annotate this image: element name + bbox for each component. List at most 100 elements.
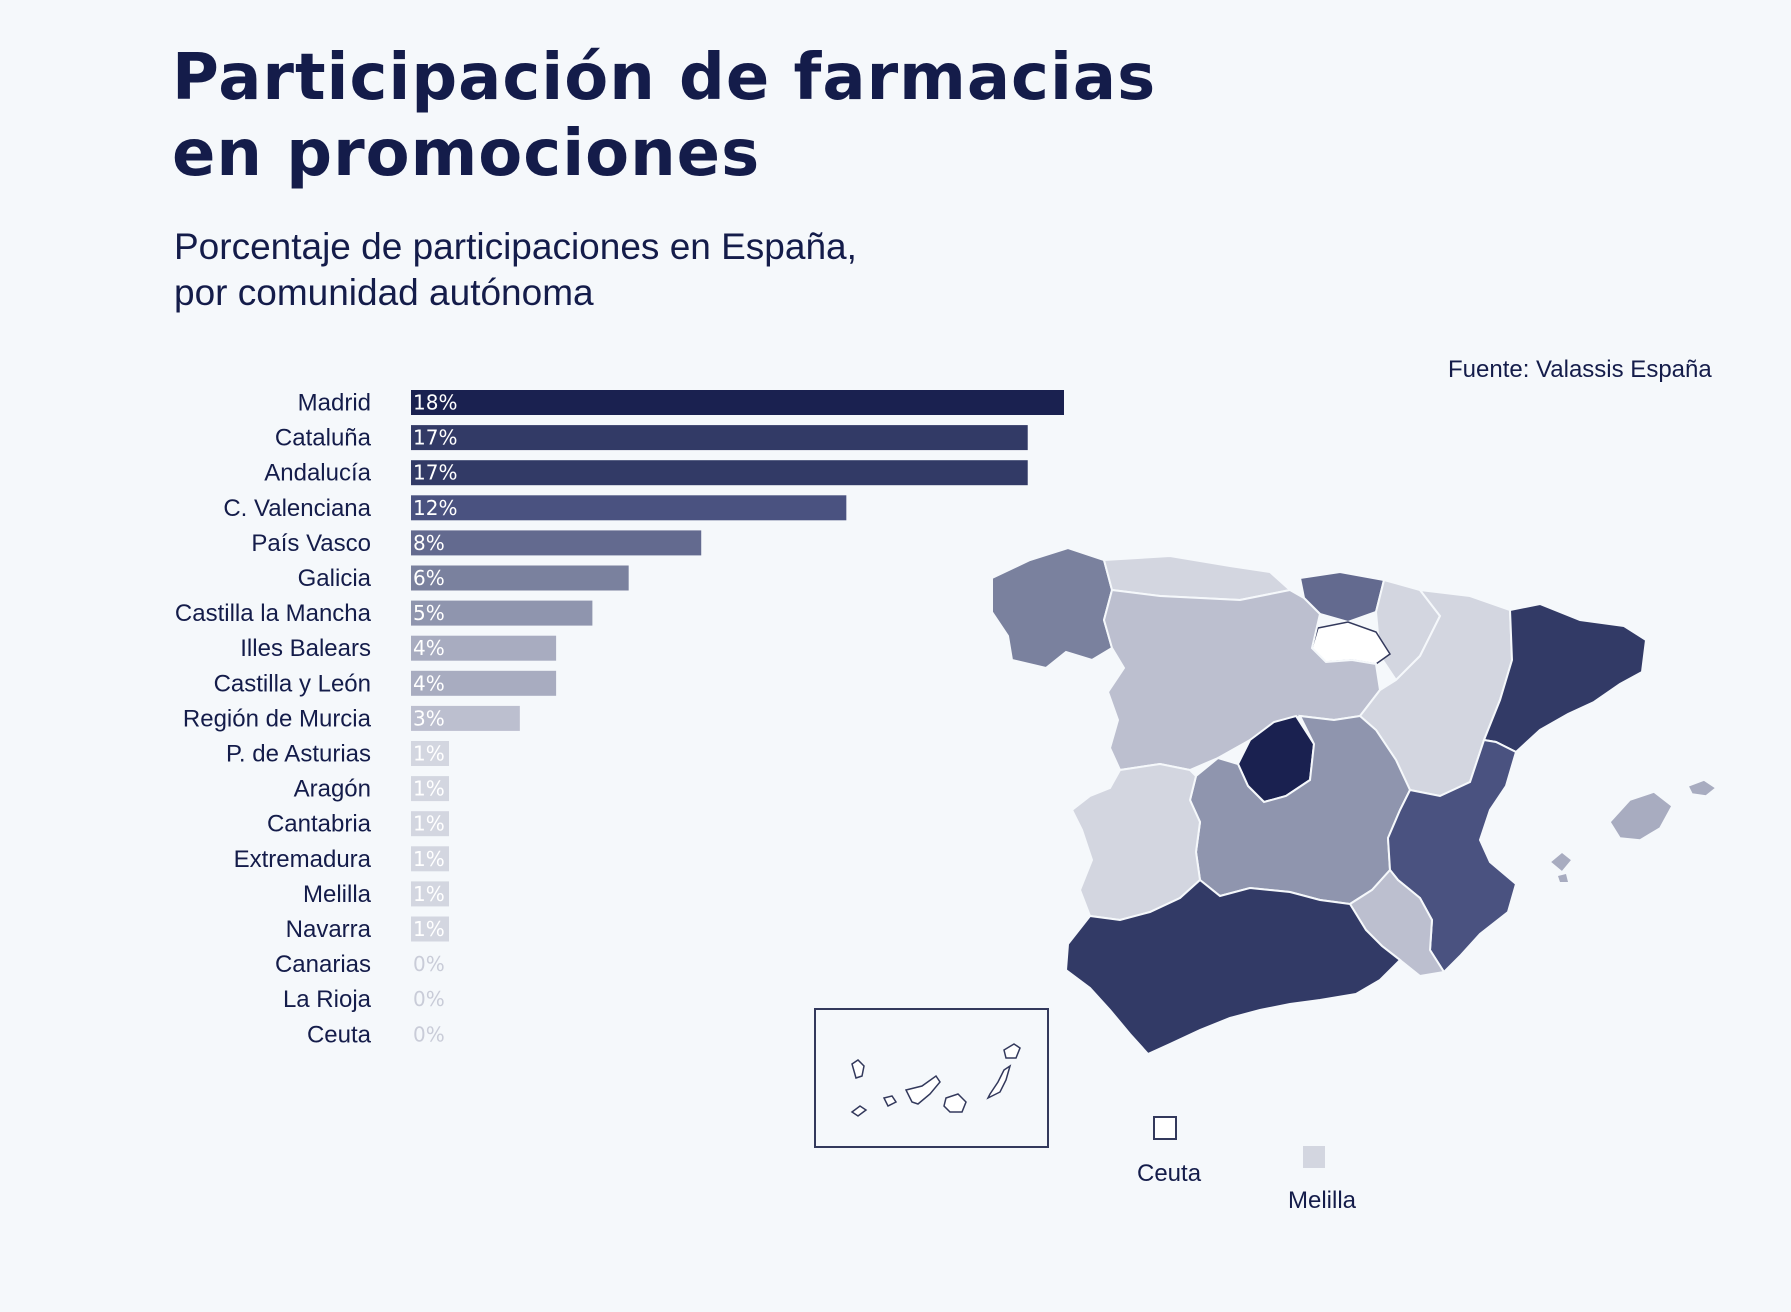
legend-melilla-swatch bbox=[1303, 1146, 1325, 1168]
bar bbox=[411, 670, 557, 696]
bar bbox=[411, 846, 449, 872]
bar-row-illes-balears: Illes Balears 4% bbox=[240, 635, 557, 662]
subtitle-line-1: Porcentaje de participaciones en España, bbox=[174, 226, 857, 267]
data-label: 1% bbox=[413, 882, 445, 906]
bar-row-ceuta: Ceuta 0% bbox=[307, 1021, 445, 1048]
source-note: Fuente: Valassis España bbox=[1448, 356, 1712, 383]
island-la-gomera bbox=[882, 1095, 898, 1108]
category-label: País Vasco bbox=[251, 530, 371, 557]
data-label: 0% bbox=[413, 1022, 445, 1046]
bar-row-cantabria: Cantabria 1% bbox=[267, 811, 449, 838]
data-label: 6% bbox=[413, 566, 445, 590]
bar bbox=[411, 600, 593, 626]
category-label: Galicia bbox=[298, 565, 372, 592]
island-gran-canaria bbox=[943, 1093, 967, 1113]
region-baleares-formentera bbox=[1558, 874, 1568, 882]
legend-ceuta-label: Ceuta bbox=[1137, 1160, 1202, 1187]
region-andalucia bbox=[1064, 878, 1402, 1056]
island-el-hierro bbox=[850, 1105, 868, 1117]
data-label: 8% bbox=[413, 531, 445, 555]
data-label: 12% bbox=[413, 496, 457, 520]
data-label: 1% bbox=[413, 847, 445, 871]
bar-row-cataluna: Cataluña 17% bbox=[275, 425, 1028, 452]
region-baleares-ibiza bbox=[1548, 851, 1574, 874]
category-label: Navarra bbox=[286, 916, 372, 943]
category-label: Andalucía bbox=[264, 460, 371, 487]
category-label: Ceuta bbox=[307, 1021, 372, 1048]
legend-melilla-label: Melilla bbox=[1288, 1187, 1357, 1214]
bar-row-castilla-la-mancha: Castilla la Mancha 5% bbox=[175, 600, 593, 627]
bar bbox=[411, 460, 1028, 486]
bar bbox=[411, 705, 520, 731]
region-valenciana bbox=[1386, 738, 1518, 974]
data-label: 5% bbox=[413, 601, 445, 625]
bar bbox=[411, 565, 629, 591]
canarias-inset-frame bbox=[814, 1008, 1049, 1148]
category-label: P. de Asturias bbox=[226, 741, 371, 768]
bar-row-madrid: Madrid 18% bbox=[298, 390, 1064, 417]
category-label: Cataluña bbox=[275, 425, 372, 452]
bar bbox=[411, 881, 449, 907]
bar-row-la-rioja: La Rioja 0% bbox=[283, 986, 445, 1013]
island-fuerteventura bbox=[986, 1064, 1012, 1100]
island-la-palma bbox=[851, 1059, 865, 1079]
bar-row-melilla: Melilla 1% bbox=[303, 881, 449, 908]
bar-row-canarias: Canarias 0% bbox=[275, 951, 445, 978]
data-label: 3% bbox=[413, 706, 445, 730]
bar bbox=[411, 741, 449, 766]
data-label: 0% bbox=[413, 952, 445, 976]
island-tenerife bbox=[904, 1074, 941, 1105]
region-cataluna bbox=[1482, 602, 1648, 754]
data-label: 17% bbox=[413, 426, 457, 450]
data-label: 1% bbox=[413, 777, 445, 801]
region-baleares-mallorca bbox=[1609, 791, 1673, 841]
bar bbox=[411, 916, 449, 942]
chart-title: Participación de farmacias en promocione… bbox=[172, 40, 1156, 192]
category-label: Canarias bbox=[275, 951, 371, 978]
region-baleares-menorca bbox=[1686, 779, 1718, 797]
category-label: Madrid bbox=[298, 390, 371, 417]
category-label: Melilla bbox=[303, 881, 372, 908]
bar-row-navarra: Navarra 1% bbox=[286, 916, 449, 943]
data-label: 1% bbox=[413, 742, 445, 766]
bar bbox=[411, 635, 557, 661]
bar bbox=[411, 495, 847, 521]
bar-row-andalucia: Andalucía 17% bbox=[264, 460, 1028, 487]
island-lanzarote bbox=[1003, 1043, 1021, 1059]
category-label: Castilla y León bbox=[214, 670, 371, 697]
bar-row-galicia: Galicia 6% bbox=[298, 565, 629, 592]
bar bbox=[411, 530, 702, 556]
category-label: Castilla la Mancha bbox=[175, 600, 372, 627]
bar bbox=[411, 776, 449, 802]
category-label: Cantabria bbox=[267, 811, 372, 838]
data-label: 4% bbox=[413, 636, 445, 660]
bar bbox=[411, 390, 1064, 415]
data-label: 4% bbox=[413, 671, 445, 695]
category-label: La Rioja bbox=[283, 986, 372, 1013]
bar-row-aragon: Aragón 1% bbox=[294, 776, 449, 803]
category-label: Illes Balears bbox=[240, 635, 371, 662]
canarias-islands bbox=[850, 1043, 1021, 1117]
bar-row-pais-vasco: País Vasco 8% bbox=[251, 530, 702, 557]
chart-subtitle: Porcentaje de participaciones en España,… bbox=[174, 224, 857, 316]
data-label: 1% bbox=[413, 812, 445, 836]
bar-row-extremadura: Extremadura 1% bbox=[234, 846, 449, 873]
data-label: 18% bbox=[413, 391, 457, 415]
data-label: 1% bbox=[413, 917, 445, 941]
category-label: C. Valenciana bbox=[223, 495, 371, 522]
title-line-1: Participación de farmacias bbox=[172, 41, 1157, 115]
category-label: Aragón bbox=[294, 776, 371, 803]
bar-row-castilla-y-leon: Castilla y León 4% bbox=[214, 670, 557, 697]
category-label: Extremadura bbox=[234, 846, 372, 873]
title-line-2: en promociones bbox=[172, 117, 761, 191]
bar bbox=[411, 425, 1028, 451]
subtitle-line-2: por comunidad autónoma bbox=[174, 272, 594, 313]
region-galicia bbox=[991, 546, 1114, 670]
bar-row-p-de-asturias: P. de Asturias 1% bbox=[226, 741, 449, 768]
category-label: Región de Murcia bbox=[183, 705, 372, 732]
bar bbox=[411, 811, 449, 837]
data-label: 0% bbox=[413, 987, 445, 1011]
legend-ceuta-swatch bbox=[1153, 1116, 1177, 1140]
data-label: 17% bbox=[413, 461, 457, 485]
